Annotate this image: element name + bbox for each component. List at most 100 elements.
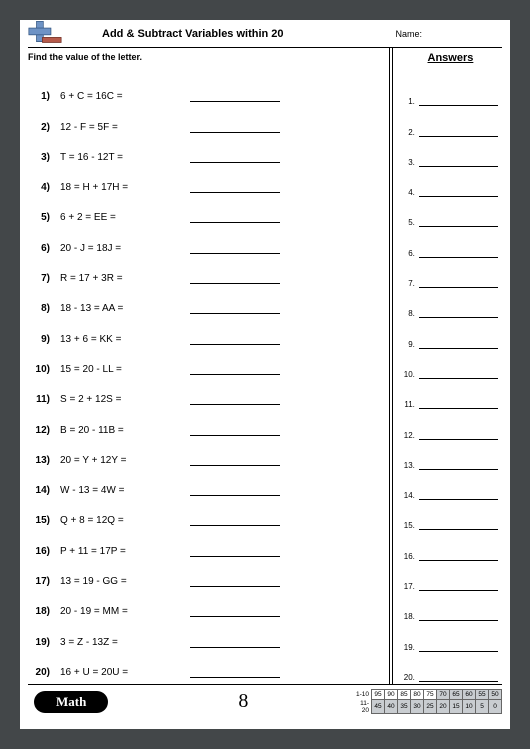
answer-row: 13. (399, 440, 502, 470)
answer-blank[interactable] (419, 226, 498, 227)
problem-number: 9) (30, 334, 50, 345)
answer-blank[interactable] (419, 681, 498, 682)
problem-text: 6 + C = 16C = (60, 91, 190, 102)
problems-column: Find the value of the letter. 1) 6 + C = … (28, 48, 387, 684)
answer-blank[interactable] (419, 257, 498, 258)
answer-blank[interactable] (419, 348, 498, 349)
problems-list: 1)6 + C = 16C =2)12 - F = 5F =3)T = 16 -… (28, 72, 387, 678)
answer-blank[interactable] (419, 499, 498, 500)
answer-row: 14. (399, 470, 502, 500)
answer-row: 9. (399, 318, 502, 348)
answer-blank[interactable] (419, 560, 498, 561)
problem-row: 17)13 = 19 - GG = (30, 557, 387, 587)
problem-blank[interactable] (190, 616, 280, 617)
answer-number: 14. (399, 491, 415, 500)
problem-number: 12) (30, 425, 50, 436)
problem-text: R = 17 + 3R = (60, 273, 190, 284)
problem-blank[interactable] (190, 647, 280, 648)
problem-text: S = 2 + 12S = (60, 394, 190, 405)
problem-blank[interactable] (190, 495, 280, 496)
answer-blank[interactable] (419, 317, 498, 318)
problem-row: 4)18 = H + 17H = (30, 163, 387, 193)
problem-row: 13) 20 = Y + 12Y = (30, 436, 387, 466)
answer-blank[interactable] (419, 105, 498, 106)
answer-blank[interactable] (419, 378, 498, 379)
problem-blank[interactable] (190, 101, 280, 102)
problem-blank[interactable] (190, 283, 280, 284)
problem-blank[interactable] (190, 465, 280, 466)
answer-blank[interactable] (419, 651, 498, 652)
answer-number: 1. (399, 97, 415, 106)
answer-row: 10. (399, 349, 502, 379)
answer-blank[interactable] (419, 620, 498, 621)
problem-blank[interactable] (190, 192, 280, 193)
answer-number: 20. (399, 673, 415, 682)
answer-blank[interactable] (419, 469, 498, 470)
problem-row: 20)16 + U = 20U = (30, 648, 387, 678)
answer-blank[interactable] (419, 136, 498, 137)
answer-blank[interactable] (419, 590, 498, 591)
score-cell: 80 (411, 690, 424, 700)
instruction: Find the value of the letter. (28, 52, 387, 62)
problem-number: 1) (30, 91, 50, 102)
answer-number: 6. (399, 249, 415, 258)
answer-blank[interactable] (419, 166, 498, 167)
answer-row: 19. (399, 621, 502, 651)
problem-blank[interactable] (190, 435, 280, 436)
problem-blank[interactable] (190, 344, 280, 345)
problem-row: 11)S = 2 + 12S = (30, 375, 387, 405)
problem-text: 18 - 13 = AA = (60, 303, 190, 314)
problem-blank[interactable] (190, 556, 280, 557)
answer-blank[interactable] (419, 529, 498, 530)
problem-row: 9) 13 + 6 = KK = (30, 314, 387, 344)
answer-row: 8. (399, 288, 502, 318)
answer-row: 1. (399, 76, 502, 106)
answer-blank[interactable] (419, 287, 498, 288)
score-row-label: 11-20 (354, 700, 372, 714)
problem-row: 1) 6 + C = 16C = (30, 72, 387, 102)
problem-blank[interactable] (190, 404, 280, 405)
problem-number: 5) (30, 212, 50, 223)
column-divider (389, 48, 393, 684)
problem-text: 13 + 6 = KK = (60, 334, 190, 345)
answer-row: 3. (399, 137, 502, 167)
answer-row: 7. (399, 258, 502, 288)
score-cell: 50 (489, 690, 502, 700)
answer-number: 4. (399, 188, 415, 197)
problem-number: 6) (30, 243, 50, 254)
problem-blank[interactable] (190, 313, 280, 314)
problem-blank[interactable] (190, 253, 280, 254)
answer-row: 4. (399, 167, 502, 197)
answer-blank[interactable] (419, 408, 498, 409)
score-cell: 15 (450, 700, 463, 714)
problem-blank[interactable] (190, 525, 280, 526)
problem-row: 5) 6 + 2 = EE = (30, 193, 387, 223)
problem-blank[interactable] (190, 132, 280, 133)
problem-blank[interactable] (190, 374, 280, 375)
answer-blank[interactable] (419, 196, 498, 197)
name-label: Name: (395, 29, 422, 39)
score-cell: 10 (463, 700, 476, 714)
answer-row: 16. (399, 530, 502, 560)
score-cell: 25 (424, 700, 437, 714)
problem-number: 2) (30, 122, 50, 133)
problem-blank[interactable] (190, 677, 280, 678)
problem-number: 13) (30, 455, 50, 466)
problem-blank[interactable] (190, 222, 280, 223)
problem-number: 4) (30, 182, 50, 193)
problem-text: 20 = Y + 12Y = (60, 455, 190, 466)
score-cell: 20 (437, 700, 450, 714)
problem-number: 3) (30, 152, 50, 163)
answer-number: 16. (399, 552, 415, 561)
problem-number: 16) (30, 546, 50, 557)
problem-text: 6 + 2 = EE = (60, 212, 190, 223)
answer-blank[interactable] (419, 439, 498, 440)
problem-text: Q + 8 = 12Q = (60, 515, 190, 526)
answer-number: 3. (399, 158, 415, 167)
math-badge: Math (34, 691, 108, 713)
score-cell: 30 (411, 700, 424, 714)
answers-column: Answers 1.2.3.4.5.6.7.8.9.10.11.12.13.14… (395, 48, 502, 684)
problem-blank[interactable] (190, 586, 280, 587)
problem-blank[interactable] (190, 162, 280, 163)
problem-row: 7)R = 17 + 3R = (30, 254, 387, 284)
